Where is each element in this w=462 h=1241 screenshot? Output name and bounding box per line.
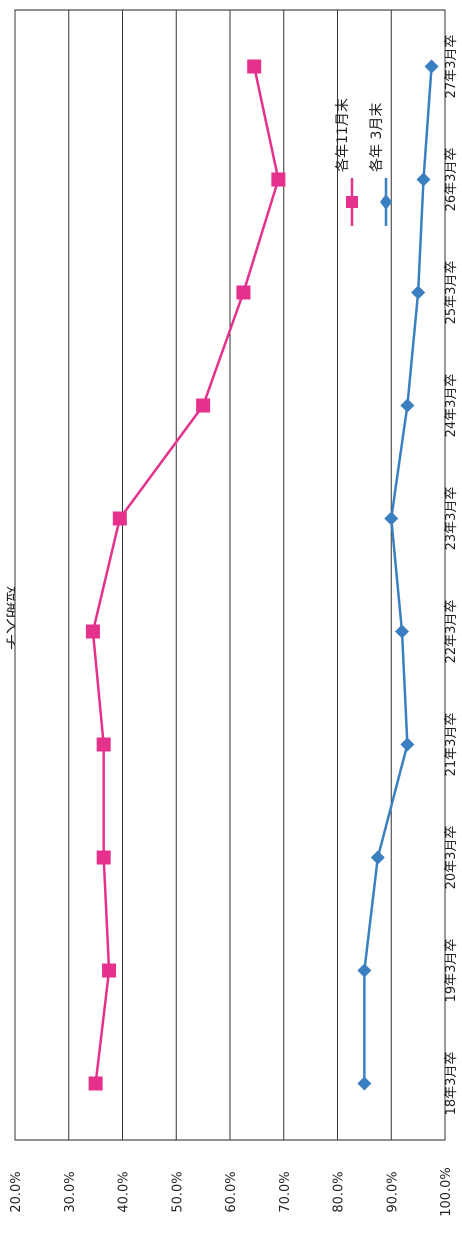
data-point-square bbox=[96, 737, 111, 752]
x-category-label: 22年3月卒 bbox=[444, 600, 459, 664]
data-point-diamond bbox=[424, 59, 439, 74]
data-point-square bbox=[236, 285, 251, 300]
data-point-square bbox=[96, 850, 111, 865]
data-point-square bbox=[196, 398, 211, 413]
x-category-label: 21年3月卒 bbox=[444, 713, 459, 777]
y-tick-label: 100.0% bbox=[439, 1167, 454, 1217]
gridlines bbox=[14, 10, 446, 1140]
y-tick-label: 30.0% bbox=[63, 1171, 78, 1212]
x-category-label: 25年3月卒 bbox=[444, 261, 459, 325]
legend-marker-square bbox=[346, 196, 358, 208]
legend-label: 各年 3月末 bbox=[369, 103, 385, 172]
legend-item: 各年 3月末 bbox=[369, 103, 392, 226]
data-point-square bbox=[102, 963, 117, 978]
legend-marker-diamond bbox=[380, 194, 392, 210]
legend-label: 各年11月末 bbox=[335, 98, 351, 172]
y-tick-label: 60.0% bbox=[224, 1171, 239, 1212]
x-category-label: 18年3月卒 bbox=[444, 1052, 459, 1116]
legend-item: 各年11月末 bbox=[335, 98, 358, 226]
y-tick-label: 50.0% bbox=[170, 1171, 185, 1212]
y-tick-label: 90.0% bbox=[385, 1171, 400, 1212]
series-layer bbox=[85, 59, 439, 1091]
x-category-label: 26年3月卒 bbox=[444, 148, 459, 212]
data-point-square bbox=[112, 511, 127, 526]
x-category-label: 23年3月卒 bbox=[444, 487, 459, 551]
series-line bbox=[363, 66, 433, 1084]
legend: 各年11月末 各年 3月末 bbox=[335, 98, 392, 226]
data-point-diamond bbox=[395, 624, 409, 639]
data-point-square bbox=[271, 172, 286, 187]
x-category-label: 19年3月卒 bbox=[444, 939, 459, 1003]
data-point-square bbox=[85, 624, 100, 639]
data-point-diamond bbox=[411, 285, 426, 300]
data-point-diamond bbox=[400, 398, 415, 413]
data-point-diamond bbox=[357, 1076, 372, 1091]
x-category-label: 24年3月卒 bbox=[444, 374, 459, 438]
y-axis-ticks: 20.0% 30.0% 40.0% 50.0% 60.0% 70.0% 80.0% 90.0%… bbox=[9, 1167, 454, 1217]
y-tick-label: 80.0% bbox=[332, 1171, 347, 1212]
x-category-label: 20年3月卒 bbox=[444, 826, 459, 890]
y-tick-label: 40.0% bbox=[117, 1171, 132, 1212]
data-point-diamond bbox=[357, 963, 372, 978]
y-tick-label: 20.0% bbox=[9, 1171, 24, 1212]
data-point-diamond bbox=[384, 511, 399, 526]
data-point-square bbox=[247, 59, 262, 74]
x-category-label: 27年3月卒 bbox=[444, 35, 459, 99]
x-axis-categories: 18年3月卒 19年3月卒 20年3月卒 21年3月卒 22年3月卒 23年3月卒 24年3… bbox=[444, 35, 459, 1116]
series-2 bbox=[357, 59, 439, 1091]
data-point-diamond bbox=[416, 172, 431, 187]
data-point-diamond bbox=[400, 737, 415, 752]
data-point-square bbox=[88, 1076, 103, 1091]
series-line bbox=[91, 66, 280, 1084]
series-1 bbox=[85, 59, 286, 1091]
y-tick-label: 70.0% bbox=[278, 1171, 293, 1212]
data-point-diamond bbox=[370, 850, 385, 865]
